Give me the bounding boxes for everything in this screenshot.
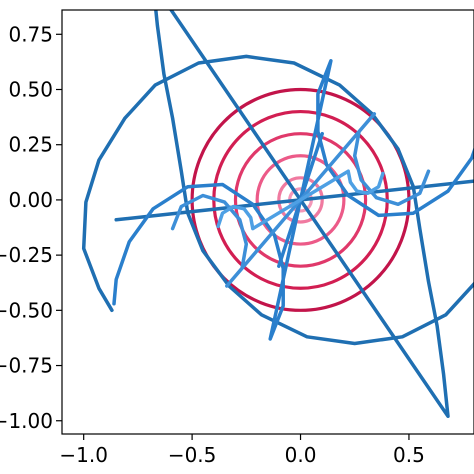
- x-tick-label: −1.0: [59, 443, 108, 467]
- circle-series-3: [255, 154, 346, 246]
- y-tick-label: −1.00: [0, 409, 53, 433]
- x-tick-label: 0.5: [393, 443, 425, 467]
- spiral-0-segment-0: [81, 54, 450, 419]
- spiral-3-segment-0: [216, 198, 303, 231]
- spiral-2-mirror-segment-0: [298, 112, 431, 207]
- y-tick-label: 0.00: [8, 188, 53, 212]
- spiral-1-segment-0: [112, 182, 303, 341]
- y-tick-label: −0.75: [0, 354, 53, 378]
- circle-series-4: [277, 176, 324, 224]
- spiral-2-segment-0: [170, 193, 303, 288]
- x-tick-label: −0.5: [168, 443, 217, 467]
- spiral-0-mirror-segment-0: [154, 10, 474, 346]
- y-axis-ticks: 0.75 0.50 0.25 0.00 −0.25 −0.50 −0.75 −1.00: [0, 22, 62, 433]
- y-tick-label: −0.25: [0, 243, 53, 267]
- circle-series-2: [233, 132, 368, 268]
- spiral-1-mirror-segment-1: [277, 198, 303, 268]
- axes-frame: [61, 9, 474, 435]
- y-tick-label: 0.50: [8, 78, 53, 102]
- y-tick-label: 0.75: [8, 22, 53, 46]
- y-tick-label: 0.25: [8, 133, 53, 157]
- spiral-3-mirror-segment-0: [298, 169, 385, 202]
- x-tick-label: 0.0: [285, 443, 317, 467]
- x-axis-ticks: −1.0 −0.5 0.0 0.5: [59, 434, 425, 467]
- spiral-1-segment-1: [298, 131, 324, 202]
- plot-content: [81, 10, 474, 419]
- y-tick-label: −0.50: [0, 298, 53, 322]
